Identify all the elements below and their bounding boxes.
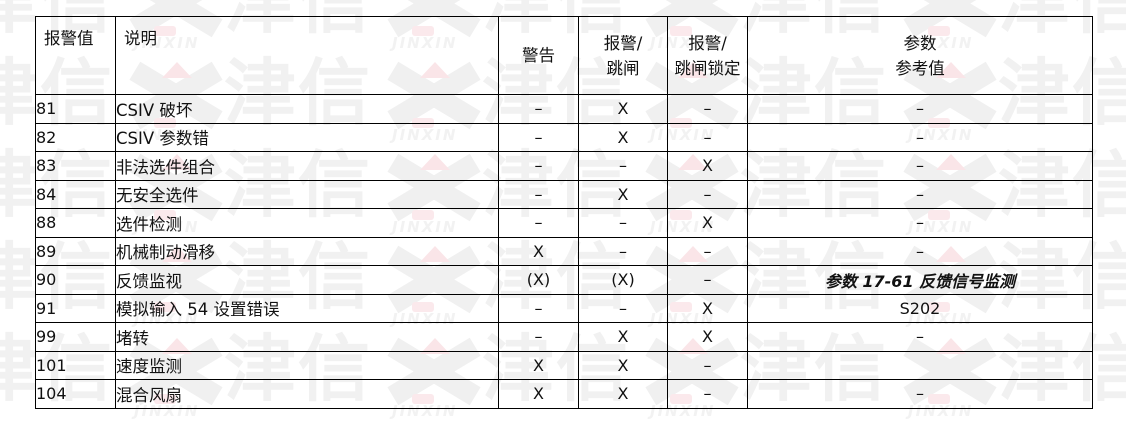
cell-trip: X [578,122,668,152]
cell-trip: X [578,379,668,409]
table-row: 83 非法选件组合 – – X – [35,151,1093,181]
cell-warning: – [498,293,579,323]
cell-code: 82 [35,122,116,152]
cell-param: – [747,179,1093,209]
cell-warning: – [498,94,579,124]
cell-code: 89 [35,236,116,266]
cell-lock: X [667,208,748,238]
cell-description: 无安全选件 [115,179,499,209]
cell-code: 99 [35,322,116,352]
cell-code: 101 [35,350,116,380]
cell-lock: – [667,379,748,409]
cell-lock: X [667,293,748,323]
cell-description: CSIV 参数错 [115,122,499,152]
cell-lock: – [667,236,748,266]
table-body: 81 CSIV 破坏 – X – –82 CSIV 参数错 – X – –83 非法选件组合 – – X –8… [35,94,1093,409]
column-header-alarm-trip-lock-line2: 跳闸锁定 [674,58,741,78]
cell-warning: – [498,208,579,238]
cell-trip: – [578,236,668,266]
table-row: 82 CSIV 参数错 – X – – [35,122,1093,152]
alarm-table: 报警值 说明 警告 报警/ 跳闸 报警/ 跳闸锁定 参数 参 [35,16,1093,409]
cell-description: 非法选件组合 [115,151,499,181]
cell-param: – [747,94,1093,124]
cell-trip: X [578,322,668,352]
cell-param [747,350,1093,380]
cell-code: 88 [35,208,116,238]
cell-code: 90 [35,265,116,295]
table-row: 99 堵转 – X X – [35,322,1093,352]
column-header-parameter-reference: 参数 参考值 [747,16,1093,95]
column-header-alarm-trip-line2: 跳闸 [606,58,640,78]
cell-warning: X [498,236,579,266]
cell-param: – [747,322,1093,352]
column-header-parameter-line2: 参考值 [895,58,945,78]
cell-trip: X [578,179,668,209]
column-header-alarm-trip: 报警/ 跳闸 [578,16,668,95]
cell-param: – [747,122,1093,152]
cell-lock: X [667,322,748,352]
cell-description: CSIV 破坏 [115,94,499,124]
cell-warning: X [498,379,579,409]
cell-lock: – [667,122,748,152]
cell-warning: X [498,350,579,380]
table-row: 84 无安全选件 – X – – [35,179,1093,209]
cell-description: 混合风扇 [115,379,499,409]
cell-param: – [747,151,1093,181]
cell-warning: – [498,179,579,209]
table-row: 89 机械制动滑移 X – – – [35,236,1093,266]
cell-lock: X [667,151,748,181]
table-row: 91 模拟输入 54 设置错误 – – X S202 [35,293,1093,323]
column-header-alarm-trip-lock-line1: 报警/ [688,33,727,53]
table-row: 81 CSIV 破坏 – X – – [35,94,1093,124]
cell-description: 机械制动滑移 [115,236,499,266]
cell-param: – [747,208,1093,238]
cell-warning: (X) [498,265,579,295]
cell-param: – [747,236,1093,266]
table-row: 101 速度监测 X X – [35,350,1093,380]
cell-warning: – [498,122,579,152]
cell-code: 81 [35,94,116,124]
cell-trip: X [578,94,668,124]
table-row: 88 选件检测 – – X – [35,208,1093,238]
cell-code: 104 [35,379,116,409]
cell-description: 反馈监视 [115,265,499,295]
cell-warning: – [498,151,579,181]
column-header-description-label: 说明 [124,29,157,48]
column-header-description: 说明 [115,16,499,95]
cell-trip: X [578,350,668,380]
cell-lock: – [667,94,748,124]
cell-code: 91 [35,293,116,323]
cell-lock: – [667,265,748,295]
table-header-row: 报警值 说明 警告 报警/ 跳闸 报警/ 跳闸锁定 参数 参 [35,16,1093,95]
column-header-alarm-code-label: 报警值 [44,29,94,48]
cell-description: 模拟输入 54 设置错误 [115,293,499,323]
cell-code: 83 [35,151,116,181]
cell-trip: (X) [578,265,668,295]
cell-description: 选件检测 [115,208,499,238]
table-header: 报警值 说明 警告 报警/ 跳闸 报警/ 跳闸锁定 参数 参 [35,16,1093,95]
column-header-warning: 警告 [498,16,579,95]
table-row: 90 反馈监视 (X) (X) – 参数 17-61 反馈信号监测 [35,265,1093,295]
cell-code: 84 [35,179,116,209]
cell-trip: – [578,293,668,323]
table-row: 104 混合风扇 X X – – [35,379,1093,409]
column-header-alarm-code: 报警值 [35,16,116,95]
column-header-parameter-line1: 参数 [903,33,937,53]
cell-lock: – [667,350,748,380]
cell-param: S202 [747,293,1093,323]
column-header-alarm-trip-lock: 报警/ 跳闸锁定 [667,16,748,95]
cell-description: 堵转 [115,322,499,352]
column-header-warning-label: 警告 [522,46,555,65]
cell-description: 速度监测 [115,350,499,380]
cell-param: 参数 17-61 反馈信号监测 [747,265,1093,295]
column-header-alarm-trip-line1: 报警/ [603,33,643,53]
cell-param: – [747,379,1093,409]
cell-warning: – [498,322,579,352]
cell-trip: – [578,151,668,181]
cell-trip: – [578,208,668,238]
alarm-table-container: 报警值 说明 警告 报警/ 跳闸 报警/ 跳闸锁定 参数 参 [35,16,1093,409]
cell-lock: – [667,179,748,209]
